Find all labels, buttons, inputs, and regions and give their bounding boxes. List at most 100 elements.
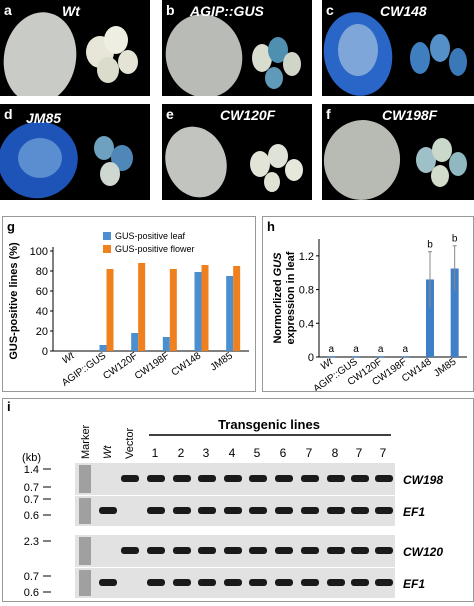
gel-band [173, 507, 191, 514]
gel-band [275, 507, 293, 514]
panel-letter: g [7, 219, 15, 234]
leaf-flower-image-f [323, 120, 467, 200]
gel-band [301, 547, 319, 554]
significance-letter: a [378, 344, 384, 355]
lane-label: Marker [80, 424, 92, 459]
y-tick-label: 0.4 [299, 318, 314, 330]
lane-label: 5 [254, 446, 261, 460]
leaf-flower-image-d [0, 121, 133, 199]
y-tick-label: 60 [36, 286, 48, 298]
gel-band [275, 579, 293, 586]
significance-letter: a [329, 344, 335, 355]
gel-band [99, 579, 117, 586]
gel-band [375, 547, 393, 554]
legend-label: GUS-positive leaf [115, 231, 186, 241]
bar [138, 263, 146, 351]
lane-label: 6 [280, 446, 287, 460]
bar [450, 268, 459, 357]
lane-label: 2 [178, 446, 185, 460]
gel-band [327, 507, 345, 514]
gel-band [224, 547, 242, 554]
significance-letter: a [403, 344, 409, 355]
panel-letter: i [7, 399, 11, 414]
lane-label: 7 [356, 446, 363, 460]
panel-letter: e [166, 106, 174, 122]
y-axis-label-line1: Normorlized GUS [272, 252, 284, 344]
bar [162, 337, 170, 351]
x-tick-label: Wt [60, 350, 77, 367]
bar [131, 333, 139, 351]
gel-band [351, 507, 369, 514]
gel-band [198, 547, 216, 554]
marker-ladder [79, 537, 91, 565]
legend-label: GUS-positive flower [115, 244, 195, 254]
leaf-flower-image-b [165, 14, 301, 96]
gel-band [327, 547, 345, 554]
gel-band [275, 475, 293, 482]
gel-band [275, 547, 293, 554]
gel-band [301, 507, 319, 514]
panel-letter: f [326, 106, 331, 122]
x-tick-label: CW198F [133, 350, 172, 382]
gel-band [301, 475, 319, 482]
gel-band [173, 547, 191, 554]
leaf-flower-image-a [3, 12, 138, 96]
gel-band [121, 547, 139, 554]
bar [376, 356, 385, 358]
marker-ladder [79, 498, 91, 524]
gene-label: EF1 [403, 505, 425, 519]
lane-label: 7 [306, 446, 313, 460]
lane-label: Vector [124, 427, 136, 459]
bar [233, 266, 241, 351]
lane-label: 1 [152, 446, 159, 460]
size-marker: 0.6 [24, 587, 39, 599]
size-marker: 0.7 [24, 494, 39, 506]
gel-band [147, 579, 165, 586]
bar [106, 269, 114, 351]
marker-ladder [79, 465, 91, 493]
y-tick-label: 20 [36, 326, 48, 338]
gel-band [249, 579, 267, 586]
size-marker: 1.4 [24, 464, 39, 476]
panel-letter: h [267, 219, 275, 234]
bar [327, 356, 336, 358]
bar [426, 279, 434, 357]
bar-chart-g: 0 20 40 60 80 100 GUS-positive lines (%) GUS-po… [8, 231, 249, 389]
gel-band [249, 475, 267, 482]
y-tick-label: 40 [36, 306, 48, 318]
genotype-label: JM85 [26, 110, 62, 126]
photo-panel-e: e CW120F [162, 104, 312, 200]
lane-label: 7 [380, 446, 387, 460]
genotype-label: CW198F [382, 107, 438, 123]
bar [352, 356, 360, 358]
group-label: Transgenic lines [218, 417, 320, 432]
gel-band [375, 475, 393, 482]
y-tick-label: 100 [30, 246, 48, 258]
lane-label: Wt [102, 445, 114, 459]
y-tick-label: 0 [308, 352, 314, 364]
gel-band [198, 507, 216, 514]
size-marker: 0.6 [24, 510, 39, 522]
lane-label: 8 [332, 446, 339, 460]
gel-band [375, 579, 393, 586]
gel-band [375, 507, 393, 514]
gel-band [224, 579, 242, 586]
bar [226, 276, 234, 351]
gel-band [301, 579, 319, 586]
gel-band [351, 547, 369, 554]
genotype-label: CW120F [220, 107, 276, 123]
gel-band [327, 579, 345, 586]
gel-panel-i: i Marker Wt Vector 1 2 3 4 5 6 7 8 7 7 Transgenic lin… [2, 398, 474, 602]
y-tick-label: 0.8 [299, 285, 314, 297]
gene-label: EF1 [403, 577, 425, 591]
marker-ladder [79, 570, 91, 596]
leaf-flower-image-c [323, 12, 467, 96]
kb-label: (kb) [22, 452, 41, 464]
significance-letter: b [427, 240, 433, 251]
gel-band [351, 579, 369, 586]
bar [99, 345, 107, 351]
y-tick-label: 1.2 [299, 251, 314, 263]
gel-band [121, 475, 139, 482]
gel-band [224, 475, 242, 482]
gel-band [147, 547, 165, 554]
